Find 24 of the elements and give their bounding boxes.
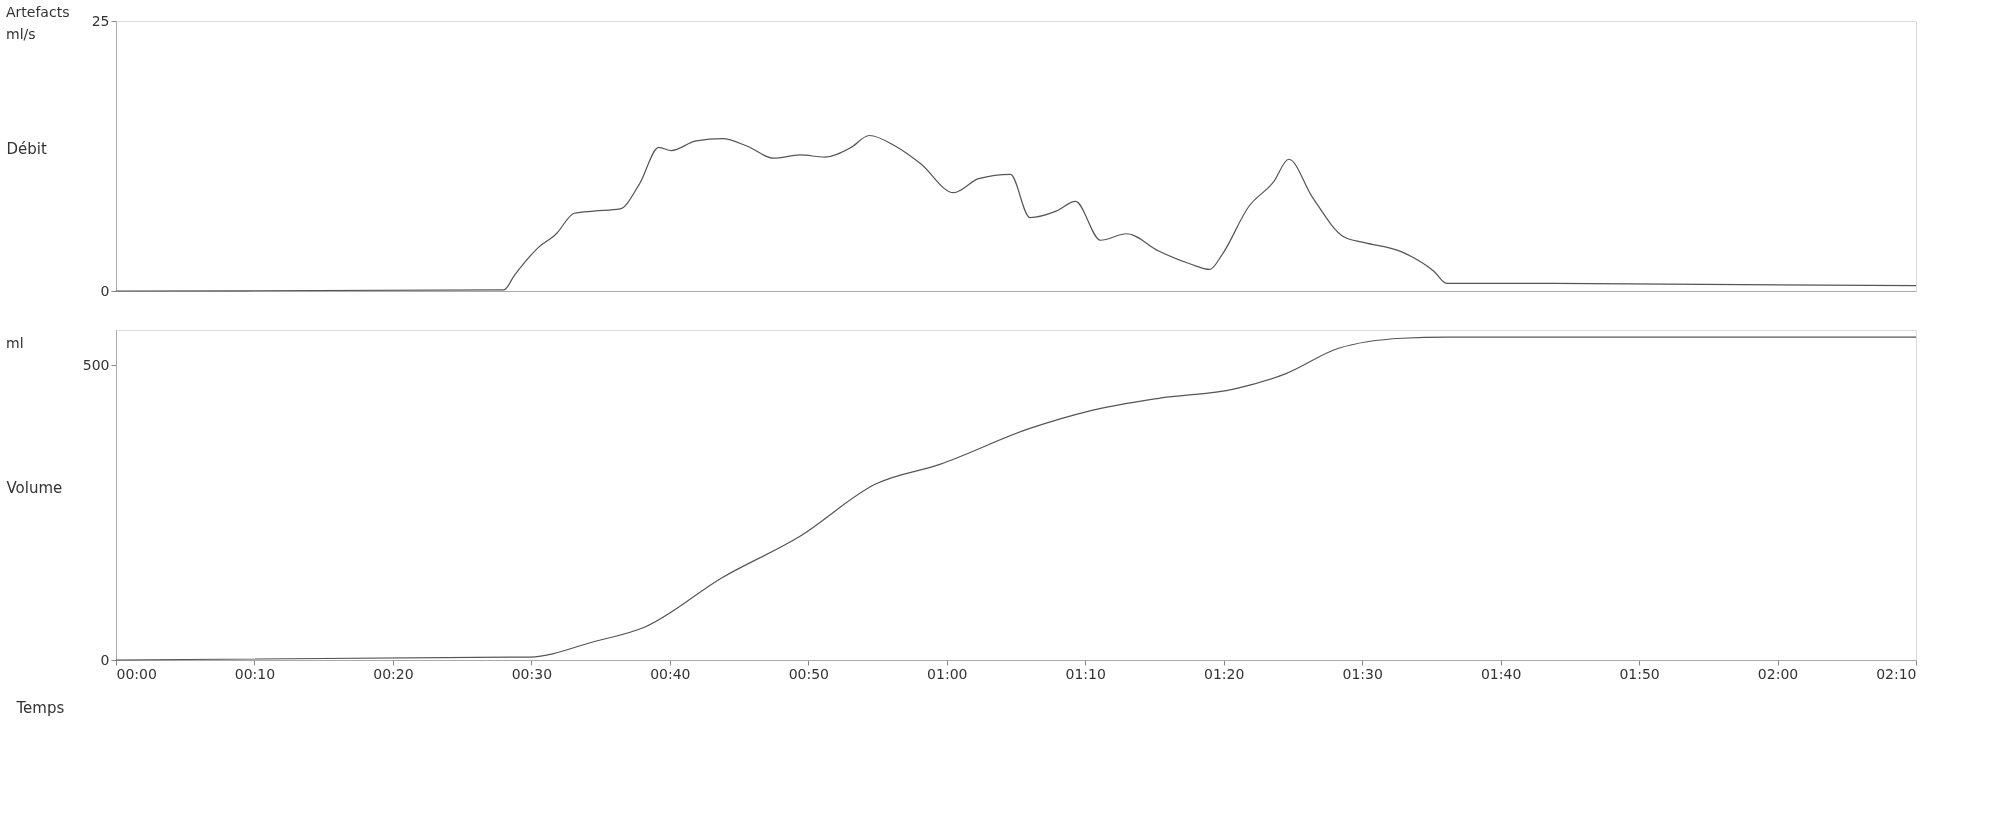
y-axis-title: Débit — [6, 139, 47, 158]
y-axis-title: Volume — [6, 478, 63, 497]
x-tick-label: 01:00 — [927, 665, 968, 682]
x-tick-label: 01:50 — [1619, 665, 1660, 682]
text: Artefacts — [6, 4, 70, 20]
x-tick-label: 00:00 — [116, 665, 157, 682]
x-tick-label: 00:30 — [511, 665, 553, 682]
text: ml — [6, 335, 24, 351]
x-axis-title: Temps — [15, 698, 65, 717]
x-tick-label: 00:20 — [373, 665, 414, 682]
y-tick-label: 25 — [91, 12, 110, 29]
y-tick-label: 500 — [82, 356, 110, 373]
x-tick-label: 01:20 — [1204, 665, 1245, 682]
x-tick-label: 01:10 — [1065, 665, 1106, 682]
x-tick-label: 00:50 — [788, 665, 829, 682]
x-tick-label: 00:10 — [234, 665, 276, 682]
x-tick-label: 00:40 — [650, 665, 691, 682]
x-tick-label: 01:40 — [1480, 665, 1522, 682]
y-tick-label: 0 — [100, 282, 110, 299]
y-tick-label: 0 — [100, 651, 110, 668]
x-tick-label: 01:30 — [1342, 665, 1383, 682]
x-tick-label: 02:00 — [1757, 665, 1799, 682]
text: ml/s — [6, 26, 36, 42]
x-tick-label: 02:10 — [1876, 665, 1917, 682]
